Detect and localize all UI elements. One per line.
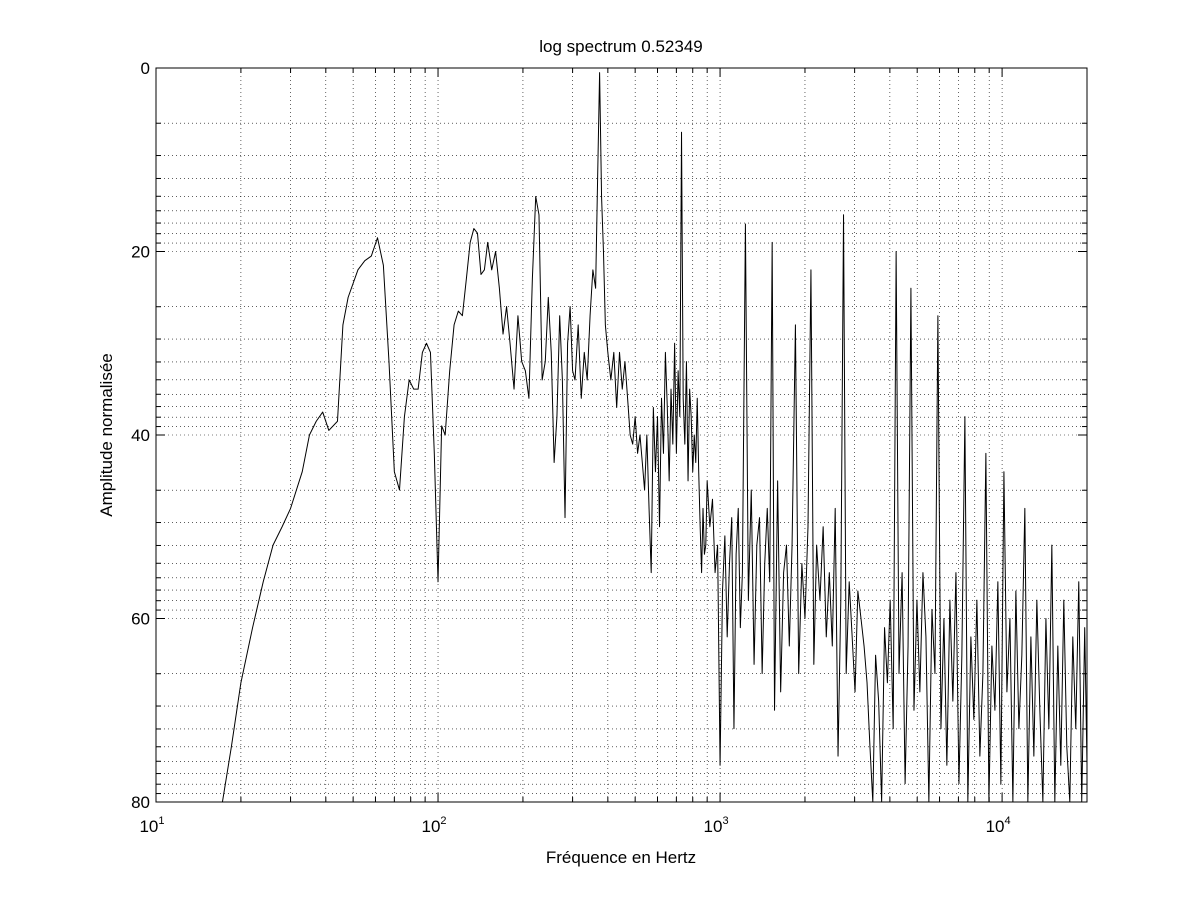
x-axis-label: Fréquence en Hertz xyxy=(546,848,696,867)
x-tick-label: 103 xyxy=(704,815,729,836)
y-tick-label: 60 xyxy=(131,610,150,629)
x-tick-label: 101 xyxy=(139,815,164,836)
plot-background xyxy=(156,68,1087,802)
x-tick-label: 104 xyxy=(986,815,1011,836)
ticks: 101 102 103 104 0 20 40 60 80 xyxy=(131,59,1088,836)
y-tick-label: 0 xyxy=(141,59,150,78)
x-tick-label: 102 xyxy=(422,815,447,836)
y-axis-label: Amplitude normalisée xyxy=(97,353,116,516)
spectrum-line xyxy=(221,72,1088,803)
data-layer xyxy=(221,72,1088,803)
y-tick-label: 40 xyxy=(131,426,150,445)
y-tick-label: 20 xyxy=(131,243,150,262)
y-tick-label: 80 xyxy=(131,793,150,812)
chart-title: log spectrum 0.52349 xyxy=(539,37,703,56)
